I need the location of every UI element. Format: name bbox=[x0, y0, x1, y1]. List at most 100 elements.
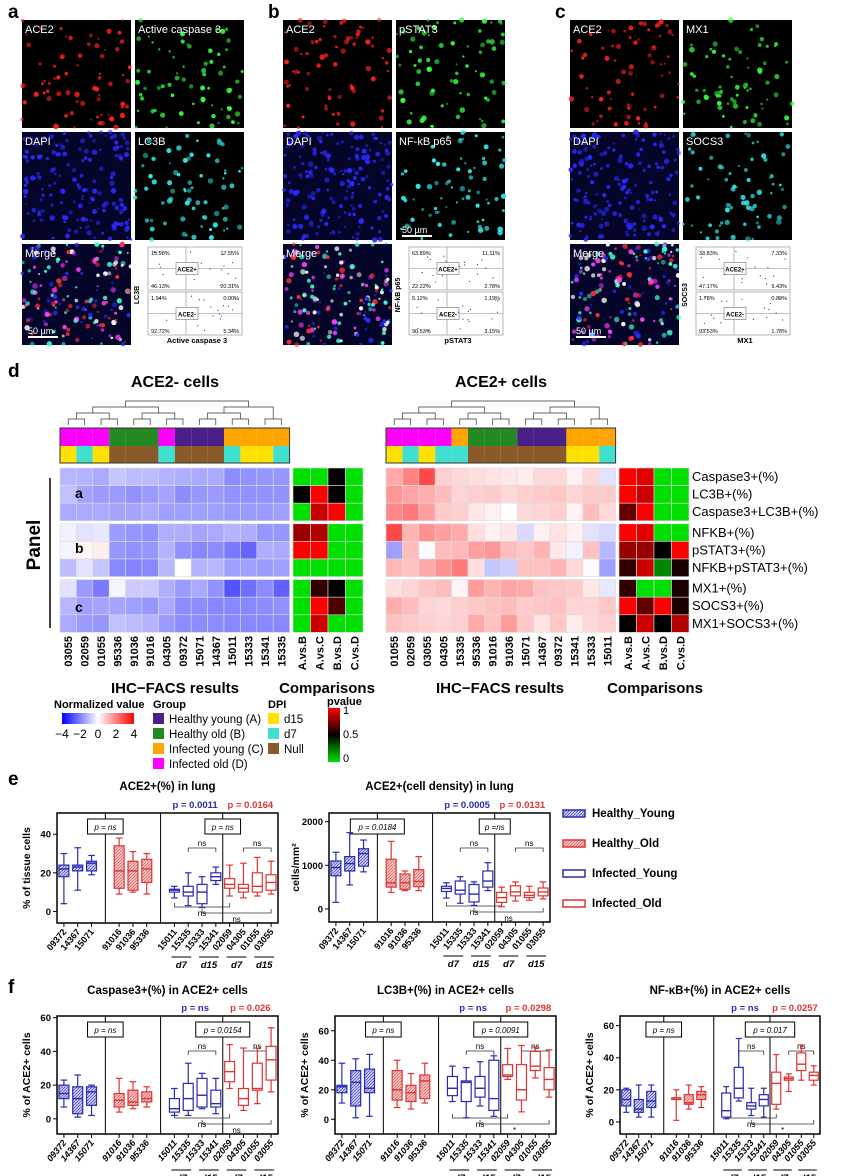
cell-dot bbox=[355, 232, 360, 236]
cell-dot bbox=[595, 251, 601, 257]
dpi-annotation-cell bbox=[517, 446, 534, 463]
cell-dot bbox=[85, 323, 91, 329]
significance-label: ns bbox=[232, 1126, 240, 1135]
significance-label: ns bbox=[476, 1042, 484, 1051]
heatmap-cell bbox=[451, 467, 469, 486]
cell-dot bbox=[90, 336, 93, 339]
cell-dot bbox=[717, 105, 723, 111]
cell-dot bbox=[110, 336, 114, 340]
cell-dot bbox=[126, 289, 130, 293]
heatmap-cell bbox=[582, 502, 600, 522]
event-dot bbox=[713, 317, 715, 319]
cell-dot bbox=[306, 278, 311, 283]
cell-dot bbox=[647, 342, 652, 346]
cell-dot bbox=[663, 133, 666, 136]
cell-dot bbox=[712, 41, 718, 47]
gate-label: ACE2- bbox=[178, 313, 196, 319]
cell-dot bbox=[20, 271, 25, 276]
plot-frame bbox=[56, 812, 279, 924]
p-annotation: p = ns bbox=[93, 1026, 116, 1035]
cell-dot bbox=[625, 222, 631, 228]
box-04305 bbox=[237, 862, 250, 899]
cell-dot bbox=[406, 119, 412, 125]
cell-dot bbox=[212, 222, 218, 228]
cell-dot bbox=[340, 139, 345, 144]
dendrogram-branch bbox=[100, 418, 118, 425]
cell-dot bbox=[595, 313, 600, 318]
heatmap-cell bbox=[500, 502, 518, 522]
cell-dot bbox=[669, 173, 673, 178]
box-91036 bbox=[127, 850, 139, 893]
dpi-group-label: d15 bbox=[479, 1173, 496, 1176]
cell-dot bbox=[339, 284, 343, 288]
cell-dot bbox=[605, 163, 610, 168]
cell-dot bbox=[664, 302, 668, 305]
cell-dot bbox=[459, 185, 466, 192]
cell-dot bbox=[431, 24, 437, 30]
cell-dot bbox=[728, 57, 732, 61]
cell-dot bbox=[357, 182, 360, 186]
cell-dot bbox=[572, 163, 578, 168]
group-annotation-cell bbox=[500, 428, 518, 446]
cell-dot bbox=[217, 121, 220, 125]
cell-dot bbox=[109, 180, 115, 186]
cell-dot bbox=[745, 236, 751, 242]
flow-ylabel: LC3B bbox=[134, 286, 141, 304]
pvalue-cell bbox=[636, 467, 655, 486]
cell-dot bbox=[641, 138, 645, 142]
cell-dot bbox=[56, 278, 62, 284]
heatmap-cell bbox=[385, 523, 403, 542]
cell-dot bbox=[311, 196, 316, 201]
cell-dot bbox=[39, 218, 44, 222]
heatmap-cell bbox=[125, 523, 143, 542]
cell-dot bbox=[373, 293, 377, 297]
event-dot bbox=[781, 319, 784, 321]
cell-dot bbox=[223, 204, 229, 210]
heatmap-cell bbox=[451, 558, 469, 577]
pvalue-cell bbox=[653, 541, 672, 560]
cell-dot bbox=[338, 216, 341, 219]
heatmap-cell bbox=[207, 467, 225, 486]
heatmap-cell bbox=[598, 596, 616, 616]
heatmap-cell bbox=[402, 502, 420, 522]
event-dot bbox=[158, 263, 161, 265]
cell-dot bbox=[380, 341, 385, 345]
cell-dot bbox=[622, 281, 626, 286]
cell-dot bbox=[349, 275, 353, 280]
cell-dot bbox=[119, 39, 125, 44]
significance-bracket bbox=[452, 1114, 509, 1119]
cell-dot bbox=[381, 126, 384, 129]
pvalue-cell bbox=[327, 502, 346, 522]
heatmap-cell bbox=[240, 614, 258, 633]
cell-dot bbox=[326, 255, 330, 259]
box-iqr bbox=[224, 878, 236, 889]
cell-dot bbox=[771, 182, 775, 186]
cell-dot bbox=[612, 148, 616, 152]
cell-dot bbox=[126, 312, 131, 318]
cell-dot bbox=[314, 165, 318, 170]
cell-dot bbox=[351, 191, 355, 195]
heatmap-cell bbox=[92, 579, 110, 598]
cell-dot bbox=[581, 330, 585, 334]
heatmap-cell bbox=[240, 596, 258, 616]
pvalue-cell bbox=[636, 596, 655, 616]
dpi-group-label: d15 bbox=[473, 959, 490, 970]
cell-dot bbox=[465, 64, 469, 68]
p-annotation: p = 0.0154 bbox=[203, 1026, 243, 1035]
cell-dot bbox=[65, 139, 69, 143]
cell-dot bbox=[285, 145, 288, 149]
cell-dot bbox=[585, 146, 588, 150]
cell-dot bbox=[283, 79, 289, 85]
dendrogram-branch bbox=[426, 418, 444, 425]
pvalue-cell bbox=[653, 523, 672, 542]
cell-dot bbox=[648, 255, 653, 260]
box-iqr bbox=[251, 1062, 263, 1091]
cell-dot bbox=[107, 113, 110, 116]
cell-dot bbox=[767, 213, 772, 219]
heatmap-cell bbox=[533, 502, 551, 522]
cell-dot bbox=[728, 17, 734, 23]
event-dot bbox=[190, 295, 193, 297]
cell-dot bbox=[48, 134, 54, 139]
cell-dot bbox=[291, 70, 295, 73]
